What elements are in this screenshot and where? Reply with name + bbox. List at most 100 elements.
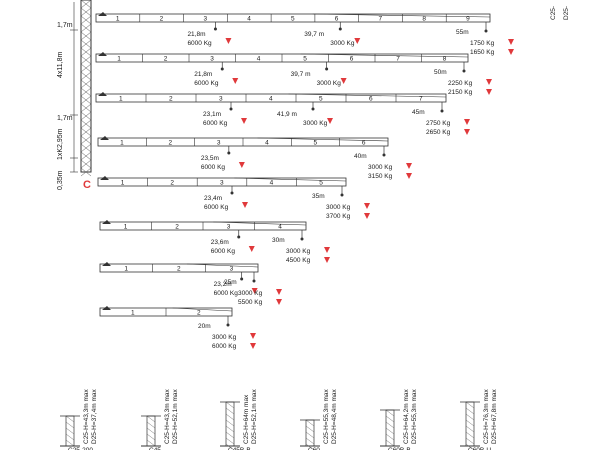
- load-weight-icon: [225, 38, 232, 44]
- jib-segment-number: 3: [227, 224, 231, 231]
- tip-hook-icon: [300, 237, 304, 241]
- tip-load-label: 3000 Kg: [212, 334, 237, 341]
- tip-load-label: 3000 Kg: [238, 290, 263, 297]
- tip-load-label: 1750 Kg: [470, 40, 495, 47]
- jib-segment-number: 4: [269, 96, 273, 103]
- config-d25-height: D25-H=37,4m max: [91, 389, 98, 444]
- tip-load-label: 2250 Kg: [448, 80, 473, 87]
- hook-icon: [229, 107, 233, 111]
- config-c25-height: C25-H=43,3m max: [83, 389, 90, 444]
- jib-segment-number: 7: [379, 16, 383, 23]
- mid-load-label: 6000 Kg: [204, 204, 229, 211]
- config-d25-height: D25-H=52,1m max: [172, 389, 179, 444]
- tip-load-label: 3700 Kg: [326, 213, 351, 220]
- tip-hook-icon: [382, 153, 386, 157]
- tip-load-label: 3000 Kg: [286, 248, 311, 255]
- config-name: C60B-U: [468, 447, 491, 450]
- config-c25-height: C25-H=64,2m max: [403, 389, 410, 444]
- jib-segment-number: 5: [291, 16, 295, 23]
- load-weight-icon: [241, 118, 247, 124]
- cab-icon: [98, 92, 107, 96]
- jib-length-label: 30m: [272, 237, 285, 244]
- far-load-label: 3000 Kg: [330, 40, 355, 47]
- tip-load-label: 2650 Kg: [426, 129, 451, 136]
- corner-label-top: C25-: [550, 6, 557, 20]
- jib-segment-number: 3: [220, 180, 224, 187]
- load-weight-icon: [508, 39, 514, 45]
- jib-length-label: 55m: [456, 29, 469, 36]
- tip-load-label: 6000 Kg: [212, 343, 237, 350]
- mid-distance-label: 23,6m: [211, 239, 229, 246]
- jib-segment-number: 1: [117, 56, 121, 63]
- tip-load-label: 4500 Kg: [286, 257, 311, 264]
- cab-icon: [102, 262, 111, 266]
- mid-distance-label: 21,8m: [187, 31, 205, 38]
- load-weight-icon: [486, 89, 492, 95]
- jib-length-label: 20m: [198, 323, 211, 330]
- jib-segment-number: 2: [160, 16, 164, 23]
- config-name: C25-200: [68, 447, 93, 450]
- jib-segment-number: 6: [362, 140, 366, 147]
- jib-segment-number: 1: [120, 140, 124, 147]
- jib-segment-number: 2: [175, 224, 179, 231]
- jib-segment-number: 2: [164, 56, 168, 63]
- load-weight-icon: [250, 343, 256, 349]
- jib-length-label: 35m: [312, 193, 325, 200]
- tip-load-label: 1650 Kg: [470, 49, 495, 56]
- tip-hook-icon: [252, 279, 256, 283]
- config-c25-height: C25-H=76,3m max: [483, 389, 490, 444]
- jib-segment-number: 4: [247, 16, 251, 23]
- jib-body: [97, 177, 347, 187]
- jib-body: [99, 263, 259, 273]
- load-weight-icon: [406, 173, 412, 179]
- far-distance-label: 41,9 m: [277, 111, 297, 118]
- jib-segment-number: 2: [177, 266, 181, 273]
- jib-segment-number: 1: [119, 96, 123, 103]
- jib-segment-number: 5: [303, 56, 307, 63]
- cab-icon: [98, 12, 107, 16]
- jib-row: 1 2 3 4 5 6 7 8 9 21,8m 6000 Kg 39,7 m 3000 Kg 55m175…: [95, 12, 514, 56]
- load-weight-icon: [238, 162, 245, 168]
- hook-icon: [213, 27, 217, 31]
- jib-segment-number: 5: [319, 180, 323, 187]
- cab-icon: [98, 52, 107, 56]
- jib-segment-number: 3: [210, 56, 214, 63]
- config-d25-height: D25-H=55,3m max: [411, 389, 418, 444]
- config-c25-height: C25-H=55,3m max: [323, 389, 330, 444]
- load-weight-icon: [464, 119, 470, 125]
- jib-length-label: 45m: [412, 109, 425, 116]
- base-label: 0,35m: [57, 170, 64, 190]
- hook-icon: [220, 67, 224, 71]
- config-d25-height: D25-H=67,8m max: [491, 389, 498, 444]
- jib-segment-number: 1: [124, 224, 128, 231]
- far-distance-label: 39,7 m: [291, 71, 311, 78]
- cab-icon: [100, 176, 109, 180]
- config-name: C45B-B: [228, 447, 251, 450]
- jib-segment-number: 8: [422, 16, 426, 23]
- jib-segment-number: 1: [121, 180, 125, 187]
- jib-body: [95, 13, 491, 23]
- config-d25-height: D25-H=52,1m max: [251, 389, 258, 444]
- load-weight-icon: [508, 49, 514, 55]
- load-weight-icon: [242, 202, 248, 208]
- cab-icon: [102, 220, 111, 224]
- jib-segment-number: 6: [350, 56, 354, 63]
- jib-segment-number: 1: [116, 16, 120, 23]
- jib-segment-number: 4: [265, 140, 269, 147]
- load-weight-icon: [364, 203, 370, 209]
- far-distance-label: 39,7 m: [304, 31, 324, 38]
- load-weight-icon: [248, 246, 255, 252]
- tip-load-label: 3150 Kg: [368, 173, 393, 180]
- load-weight-icon: [276, 299, 282, 305]
- mid-load-label: 6000 Kg: [187, 40, 212, 47]
- load-weight-icon: [276, 289, 282, 295]
